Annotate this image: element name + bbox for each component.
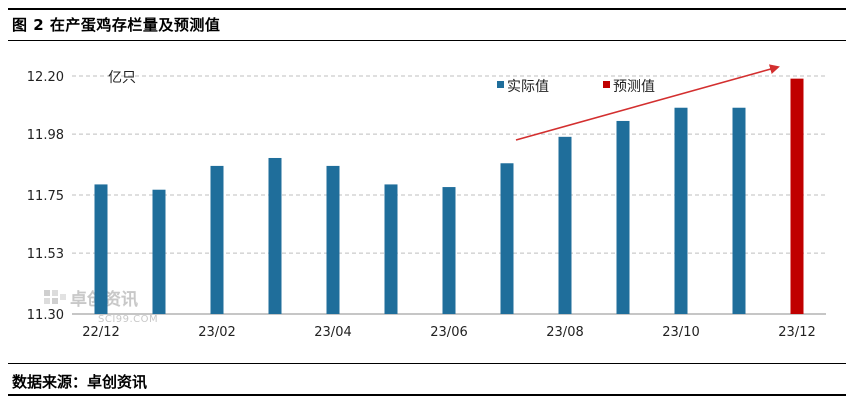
watermark-logo-icon [44,290,66,304]
y-tick-label: 11.75 [27,189,64,204]
forecast-bar [790,78,804,315]
x-tick-label: 23/04 [314,325,351,340]
y-tick-label: 11.53 [27,247,64,262]
bars [94,78,804,315]
actual-bar [558,136,572,314]
x-tick-label: 23/02 [198,325,235,340]
top-rule [8,8,846,10]
source-rule [8,363,846,364]
actual-bar [442,187,456,314]
x-tick-labels: 22/12 23/02 23/04 23/06 23/08 23/10 23/12 [82,325,815,340]
figure-title: 图 2 在产蛋鸡存栏量及预测值 [12,16,221,34]
y-tick-label: 11.30 [27,308,64,323]
actual-bar [152,189,166,314]
actual-bar [732,107,746,314]
data-source: 数据来源：卓创资讯 [12,373,148,391]
actual-bar [500,163,514,314]
y-tick-label: 11.98 [27,128,64,143]
x-tick-label: 23/08 [546,325,583,340]
actual-bar [616,120,630,314]
actual-bar [268,157,282,314]
trend-arrow [515,64,780,141]
legend-swatch [497,81,504,88]
legend-swatch [603,81,610,88]
x-tick-label: 23/06 [430,325,467,340]
bottom-rule [8,394,846,396]
legend-label: 实际值 [507,79,549,95]
actual-bar [94,184,108,314]
actual-bar [210,165,224,314]
actual-bar [384,184,398,314]
watermark-site: SCI99.COM [98,314,158,325]
x-tick-label: 23/10 [662,325,699,340]
legend-label: 预测值 [613,79,655,95]
y-unit-label: 亿只 [108,70,136,86]
legend: 实际值 预测值 [497,79,655,95]
title-rule [8,40,846,41]
y-tick-labels: 11.30 11.53 11.75 11.98 12.20 [27,70,64,323]
actual-bar [326,165,340,314]
x-tick-label: 23/12 [778,325,815,340]
x-tick-label: 22/12 [82,325,119,340]
actual-bar [674,107,688,314]
y-tick-label: 12.20 [27,70,64,85]
trend-arrow-line [515,64,780,141]
